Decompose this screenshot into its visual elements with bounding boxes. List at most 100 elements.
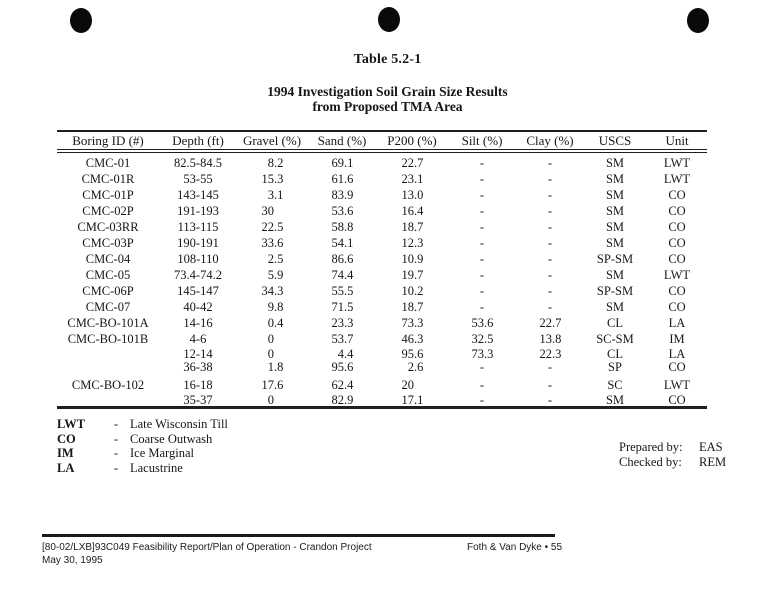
table-row: CMC-01P 143-145 3.1 83.9 13.0 - - SM CO (57, 187, 707, 203)
document-reference: [80-02/LXB]93C049 Feasibility Report/Pla… (42, 542, 372, 553)
cell-unit: CO (668, 220, 686, 234)
cell-gravel: 34.3 (237, 283, 307, 299)
cell-depth-ft: 73.4-74.2 (174, 268, 222, 282)
cell-silt: - (479, 300, 485, 314)
cell-unit: CO (668, 284, 686, 298)
cell-clay: - (547, 392, 553, 407)
legend-code: LWT (57, 417, 86, 431)
cell-gravel: 2.5 (237, 251, 307, 267)
cell-gravel: 0 (237, 393, 307, 408)
cell-sand: 82.9 (307, 393, 377, 408)
numeric-value: 53.6 (471, 316, 494, 330)
cell-sand: 86.6 (307, 251, 377, 267)
cell-sand: 95.6 (307, 360, 377, 373)
cell-uscs: SM (605, 392, 625, 407)
legend-separator: - (113, 446, 119, 460)
cell-p200: 17.1 (377, 393, 447, 408)
cell-clay: - (547, 268, 553, 282)
cell-unit: CO (668, 188, 686, 202)
cell-p200: 19.7 (377, 267, 447, 283)
numeric-value: 15.3 (261, 172, 284, 186)
grain-size-table-container: Boring ID (#) Depth (ft) Gravel (%) Sand (%… (57, 130, 707, 409)
numeric-value: 23.1 (401, 172, 424, 186)
cell-silt: - (479, 220, 485, 234)
numeric-value: 17.6 (261, 378, 284, 392)
cell-silt: - (479, 204, 485, 218)
cell-depth-ft: 35-37 (183, 392, 213, 407)
cell-sand: 4.4 (307, 347, 377, 360)
numeric-value: 5.9 (267, 268, 284, 282)
table-body: CMC-01 82.5-84.5 8.2 69.1 22.7- - SM LWT CMC-01R… (57, 151, 707, 408)
numeric-value: 8.2 (267, 156, 284, 170)
cell-sand: 58.8 (307, 219, 377, 235)
legend-label: Ice Marginal (130, 446, 194, 460)
cell-silt: 32.5 (447, 331, 517, 347)
cell-clay: - (547, 252, 553, 266)
cell-silt: - (479, 284, 485, 298)
table-header-row: Boring ID (#) Depth (ft) Gravel (%) Sand (%… (57, 130, 707, 153)
cell-p200: 10.9 (377, 251, 447, 267)
numeric-value: 18.7 (401, 220, 424, 234)
cell-boring-id (57, 360, 159, 373)
cell-boring-id: CMC-BO-101B (67, 332, 149, 346)
cell-silt: - (479, 156, 485, 170)
numeric-value: 0 (267, 392, 274, 407)
cell-depth-ft: 145-147 (177, 284, 219, 298)
column-header-uscs: USCS (583, 130, 647, 153)
numeric-value: 18.7 (401, 300, 424, 314)
cell-p200: 18.7 (377, 219, 447, 235)
numeric-value: 55.5 (331, 284, 354, 298)
cell-p200: 10.2 (377, 283, 447, 299)
cell-silt: - (479, 172, 485, 186)
cell-p200: 46.3 (377, 331, 447, 347)
table-row: CMC-BO-101A 14-16 0.4 23.3 73.3 53.6 22.7 CL LA (57, 315, 707, 331)
numeric-value: 2.5 (267, 252, 284, 266)
numeric-value: 32.5 (471, 332, 494, 346)
cell-unit: LA (668, 346, 686, 361)
cell-clay: 22.7 (517, 315, 583, 331)
cell-gravel: 1.8 (237, 360, 307, 373)
numeric-value: 16.4 (401, 204, 424, 218)
cell-uscs: SM (605, 188, 625, 202)
cell-p200: 13.0 (377, 187, 447, 203)
cell-sand: 69.1 (307, 151, 377, 171)
cell-p200: 22.7 (377, 151, 447, 171)
cell-sand: 71.5 (307, 299, 377, 315)
cell-clay: - (547, 359, 553, 374)
cell-boring-id (57, 393, 159, 408)
numeric-value: 23.3 (331, 316, 354, 330)
numeric-value: 0.4 (267, 316, 284, 330)
prepared-by-label: Prepared by: (619, 440, 683, 454)
table-row: CMC-06P 145-147 34.3 55.5 10.2 - - SP-SM CO (57, 283, 707, 299)
cell-clay: - (547, 204, 553, 218)
cell-sand: 62.4 (307, 373, 377, 393)
numeric-value: 74.4 (331, 268, 354, 282)
prepared-by-value: EAS (699, 440, 723, 454)
cell-unit: CO (668, 359, 686, 374)
numeric-value: 53.6 (331, 204, 354, 218)
cell-boring-id: CMC-01P (82, 188, 134, 202)
table-row: CMC-01R 53-55 15.3 61.6 23.1 - - SM LWT (57, 171, 707, 187)
cell-gravel: 3.1 (237, 187, 307, 203)
cell-uscs: CL (607, 346, 623, 361)
checked-by-value: REM (699, 455, 727, 469)
cell-p200: 16.4 (377, 203, 447, 219)
cell-depth-ft: 113-115 (177, 220, 219, 234)
cell-unit: LWT (663, 156, 691, 170)
legend-separator: - (113, 431, 119, 446)
cell-silt: - (479, 392, 485, 407)
cell-boring-id: CMC-06P (82, 284, 134, 298)
cell-clay: - (547, 172, 553, 186)
cell-unit: LWT (663, 378, 691, 392)
numeric-value: 10.9 (401, 252, 424, 266)
numeric-value: 61.6 (331, 172, 354, 186)
cell-clay: 22.3 (517, 347, 583, 360)
cell-silt: - (479, 268, 485, 282)
cell-unit: CO (668, 300, 686, 314)
numeric-value: 2.6 (407, 359, 424, 374)
cell-boring-id: CMC-03P (82, 236, 134, 250)
cell-boring-id: CMC-05 (85, 268, 131, 282)
column-header-clay: Clay (%) (517, 130, 583, 153)
numeric-value: 20 (401, 378, 415, 392)
column-header-p200: P200 (%) (377, 130, 447, 153)
